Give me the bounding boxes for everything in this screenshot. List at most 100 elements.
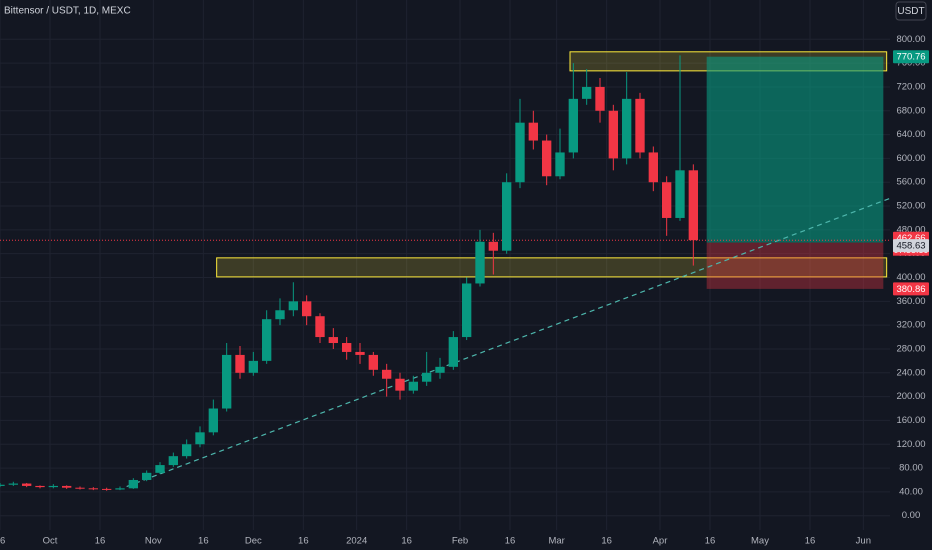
y-tick-label: 320.00 xyxy=(896,320,925,331)
candle-body xyxy=(475,241,485,284)
candle-body xyxy=(208,408,218,433)
trendline xyxy=(126,197,891,488)
x-tick-label: 16 xyxy=(298,536,309,547)
candle-body xyxy=(128,479,138,489)
candle-body xyxy=(382,369,392,379)
y-tick-label: 680.00 xyxy=(896,105,925,116)
y-tick-label: 480.00 xyxy=(896,224,925,235)
candle-body xyxy=(168,456,178,466)
price-label: 380.86 xyxy=(896,284,925,295)
candle-body xyxy=(315,316,325,338)
currency-label[interactable]: USDT xyxy=(897,6,924,17)
candle-body xyxy=(568,98,578,153)
y-tick-label: 360.00 xyxy=(896,296,925,307)
price-label: 770.76 xyxy=(896,52,925,63)
x-tick-label: Mar xyxy=(548,536,564,547)
candle-body xyxy=(142,472,152,480)
candle-body xyxy=(88,488,98,490)
candle-body xyxy=(462,283,472,338)
x-tick-label: Nov xyxy=(145,536,162,547)
candle-body xyxy=(555,152,565,177)
x-tick-label: 16 xyxy=(95,536,106,547)
loss-zone xyxy=(706,242,884,289)
y-tick-label: 600.00 xyxy=(896,153,925,164)
currency-button[interactable] xyxy=(895,1,927,21)
candle-body xyxy=(622,98,632,159)
y-tick-label: 800.00 xyxy=(896,34,925,45)
candle-body xyxy=(662,182,672,218)
candle-body xyxy=(75,487,85,489)
candle-body xyxy=(182,444,192,457)
y-tick-label: 400.00 xyxy=(896,272,925,283)
x-tick-label: Oct xyxy=(43,536,58,547)
candle-body xyxy=(328,337,338,344)
x-tick-label: 16 xyxy=(705,536,716,547)
candle-body xyxy=(688,170,698,241)
x-tick-label: Feb xyxy=(452,536,468,547)
candle-body xyxy=(635,98,645,153)
candle-body xyxy=(515,122,525,183)
candle-body xyxy=(235,354,245,373)
x-tick-label: 16 xyxy=(805,536,816,547)
candle-body xyxy=(595,86,605,111)
candle-body xyxy=(262,319,272,361)
x-tick-label: 16 xyxy=(601,536,612,547)
candle-body xyxy=(488,241,498,251)
candle-body xyxy=(368,354,378,370)
price-label: 458.63 xyxy=(896,241,925,252)
x-tick-label: 16 xyxy=(401,536,412,547)
x-tick-label: 16 xyxy=(505,536,516,547)
candle-body xyxy=(102,488,112,490)
candle-body xyxy=(62,485,72,488)
candle-body xyxy=(422,372,432,382)
candle-body xyxy=(302,301,312,317)
candle-body xyxy=(448,337,458,367)
price-label-box xyxy=(893,50,929,64)
candle-body xyxy=(355,351,365,355)
x-tick-label: 16 xyxy=(0,536,5,547)
candle-body xyxy=(608,110,618,159)
x-tick-label: Dec xyxy=(245,536,262,547)
y-tick-label: 0.00 xyxy=(902,510,921,521)
candle-body xyxy=(195,432,205,445)
chart-title: Bittensor / USDT, 1D, MEXC xyxy=(4,6,131,17)
y-tick-label: 80.00 xyxy=(899,463,923,474)
x-tick-label: 16 xyxy=(198,536,209,547)
y-tick-label: 520.00 xyxy=(896,201,925,212)
y-tick-label: 200.00 xyxy=(896,391,925,402)
y-tick-label: 640.00 xyxy=(896,129,925,140)
y-tick-label: 240.00 xyxy=(896,367,925,378)
candle-body xyxy=(342,343,352,352)
candle-body xyxy=(435,366,445,373)
candle-body xyxy=(582,86,592,99)
candle-body xyxy=(528,122,538,141)
candle-body xyxy=(248,360,258,373)
x-tick-label: May xyxy=(751,536,769,547)
x-tick-label: Jun xyxy=(856,536,871,547)
price-label-box xyxy=(893,239,929,253)
candle-body xyxy=(675,170,685,218)
candle-body xyxy=(288,301,298,311)
candle-body xyxy=(35,485,45,488)
candle-body xyxy=(8,483,18,485)
y-tick-label: 120.00 xyxy=(896,439,925,450)
price-label: 462.66 xyxy=(896,233,925,244)
candle-body xyxy=(48,485,58,488)
candle-body xyxy=(222,354,232,409)
candle-body xyxy=(395,378,405,391)
price-label-box xyxy=(893,282,929,296)
candle-body xyxy=(542,140,552,177)
candle-body xyxy=(115,488,125,490)
y-tick-label: 560.00 xyxy=(896,177,925,188)
candle-body xyxy=(22,483,32,486)
candle-body xyxy=(0,484,5,486)
x-tick-label: 2024 xyxy=(346,536,367,547)
profit-zone xyxy=(706,56,884,243)
y-tick-label: 160.00 xyxy=(896,415,925,426)
y-tick-label: 720.00 xyxy=(896,81,925,92)
candle-body xyxy=(155,465,165,473)
y-tick-label: 280.00 xyxy=(896,343,925,354)
candle-body xyxy=(408,381,418,391)
x-tick-label: Apr xyxy=(653,536,668,547)
